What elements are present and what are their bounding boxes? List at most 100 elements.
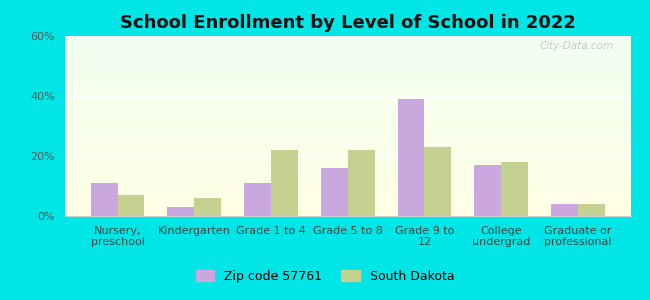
Bar [65, 79, 630, 80]
Bar [65, 84, 630, 85]
Bar [65, 153, 630, 154]
Bar [65, 44, 630, 45]
Bar [65, 101, 630, 102]
Bar [65, 58, 630, 59]
Bar [65, 202, 630, 203]
Bar [65, 75, 630, 76]
Bar [65, 204, 630, 205]
Bar [65, 173, 630, 174]
Bar [65, 133, 630, 134]
Bar [65, 157, 630, 158]
Bar [65, 118, 630, 119]
Bar [65, 88, 630, 89]
Bar [65, 83, 630, 84]
Bar [65, 51, 630, 52]
Bar [65, 92, 630, 93]
Bar [65, 209, 630, 210]
Bar [65, 103, 630, 104]
Bar [65, 46, 630, 47]
Bar [65, 127, 630, 128]
Bar [65, 205, 630, 206]
Bar [65, 125, 630, 126]
Bar [65, 183, 630, 184]
Bar [551, 204, 578, 216]
Bar [65, 91, 630, 92]
Bar [65, 100, 630, 101]
Bar [65, 59, 630, 60]
Bar [65, 78, 630, 79]
Bar [65, 112, 630, 113]
Bar [65, 86, 630, 87]
Bar [65, 55, 630, 56]
Bar [65, 168, 630, 169]
Bar [65, 210, 630, 211]
Bar [65, 145, 630, 146]
Bar [65, 198, 630, 199]
Bar [65, 129, 630, 130]
Bar [65, 184, 630, 185]
Bar [65, 120, 630, 121]
Bar [65, 152, 630, 153]
Bar [65, 215, 630, 216]
Bar [65, 82, 630, 83]
Bar [65, 196, 630, 197]
Bar [65, 211, 630, 212]
Bar [65, 69, 630, 70]
Bar [65, 121, 630, 122]
Bar [65, 174, 630, 175]
Bar [65, 39, 630, 40]
Bar [65, 166, 630, 167]
Bar [65, 135, 630, 136]
Bar [65, 47, 630, 48]
Bar [65, 56, 630, 57]
Legend: Zip code 57761, South Dakota: Zip code 57761, South Dakota [190, 265, 460, 288]
Bar [474, 165, 501, 216]
Bar [65, 95, 630, 96]
Bar [65, 114, 630, 115]
Bar [65, 85, 630, 86]
Bar [65, 167, 630, 168]
Bar [65, 148, 630, 149]
Bar [65, 130, 630, 131]
Bar [65, 53, 630, 54]
Bar [65, 164, 630, 165]
Bar [65, 160, 630, 161]
Bar [65, 200, 630, 201]
Bar [65, 115, 630, 116]
Bar [65, 41, 630, 42]
Bar [65, 202, 630, 203]
Bar [65, 128, 630, 129]
Bar [65, 42, 630, 43]
Bar [65, 142, 630, 143]
Bar [65, 171, 630, 172]
Bar [65, 52, 630, 53]
Bar [65, 123, 630, 124]
Bar [65, 201, 630, 202]
Bar [65, 149, 630, 150]
Bar [424, 147, 451, 216]
Bar [65, 49, 630, 50]
Bar [65, 161, 630, 162]
Bar [65, 81, 630, 82]
Bar [65, 199, 630, 200]
Bar [65, 169, 630, 170]
Bar [65, 48, 630, 49]
Bar [65, 113, 630, 114]
Bar [65, 99, 630, 100]
Bar [65, 96, 630, 97]
Bar [65, 85, 630, 86]
Bar [65, 197, 630, 198]
Bar [65, 212, 630, 213]
Title: School Enrollment by Level of School in 2022: School Enrollment by Level of School in … [120, 14, 576, 32]
Bar [65, 74, 630, 75]
Bar [65, 191, 630, 192]
Bar [65, 180, 630, 181]
Bar [65, 172, 630, 173]
Bar [65, 87, 630, 88]
Bar [65, 181, 630, 182]
Bar [65, 94, 630, 95]
Bar [65, 124, 630, 125]
Bar [65, 97, 630, 98]
Bar [65, 150, 630, 151]
Bar [65, 102, 630, 103]
